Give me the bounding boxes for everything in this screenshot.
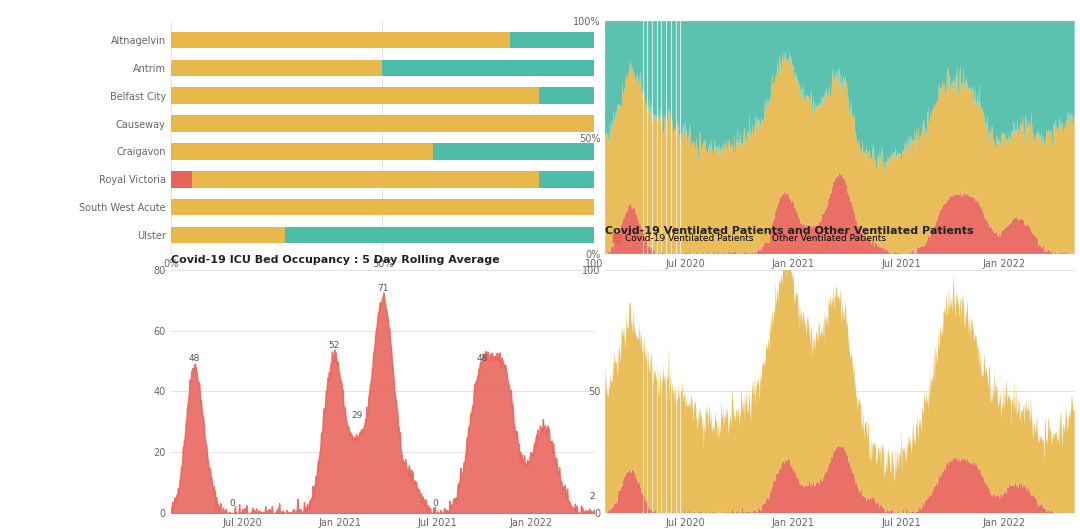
Bar	[171, 60, 382, 76]
Text: 2: 2	[590, 492, 595, 501]
Text: 86: 86	[62, 12, 104, 41]
Text: Total Ventilated Patients: Total Ventilated Patients	[19, 352, 146, 362]
Bar	[171, 226, 285, 243]
Bar	[433, 143, 594, 160]
Bar	[171, 143, 433, 160]
Text: Non Covid-19 Ventilated: Non Covid-19 Ventilated	[19, 503, 146, 513]
Text: 71: 71	[377, 284, 388, 293]
Bar	[510, 32, 594, 49]
Text: Covid-19 ICU Bed Occupancy : 5 Day Rolling Average: Covid-19 ICU Bed Occupancy : 5 Day Rolli…	[171, 255, 499, 265]
Text: 48: 48	[188, 353, 200, 362]
Bar	[171, 115, 594, 132]
Legend: Covid-19 Ventilated Patients, Other Ventilated Patients: Covid-19 Ventilated Patients, Other Vent…	[610, 231, 890, 247]
Bar	[171, 199, 594, 215]
Text: 52: 52	[328, 341, 339, 350]
Text: Total ICU Beds: Total ICU Beds	[45, 49, 120, 59]
Text: ICU Covid Occupied: ICU Covid Occupied	[31, 125, 134, 135]
Text: Covid-19 Ventilated: Covid-19 Ventilated	[31, 427, 134, 437]
Text: 64: 64	[62, 163, 104, 192]
Text: 1: 1	[72, 390, 93, 419]
Text: 0: 0	[229, 499, 235, 508]
Text: 0: 0	[433, 499, 438, 508]
Text: Covid-19 Ventilated Patients and Other Ventilated Patients: Covid-19 Ventilated Patients and Other V…	[605, 226, 974, 236]
Bar	[382, 60, 594, 76]
Bar	[539, 87, 594, 104]
Text: 1: 1	[72, 87, 93, 116]
Bar	[171, 171, 192, 188]
Text: 28: 28	[62, 314, 104, 343]
Bar	[171, 87, 539, 104]
Text: 21: 21	[62, 239, 104, 268]
Text: 48: 48	[476, 353, 488, 362]
Text: 27: 27	[62, 466, 104, 495]
Text: 29: 29	[351, 412, 363, 421]
Bar	[285, 226, 594, 243]
Text: Other ICU Occupied: Other ICU Occupied	[31, 200, 134, 211]
Text: Unoccupied Beds: Unoccupied Beds	[38, 276, 127, 286]
Bar	[539, 171, 594, 188]
Bar	[192, 171, 539, 188]
Bar	[171, 32, 510, 49]
